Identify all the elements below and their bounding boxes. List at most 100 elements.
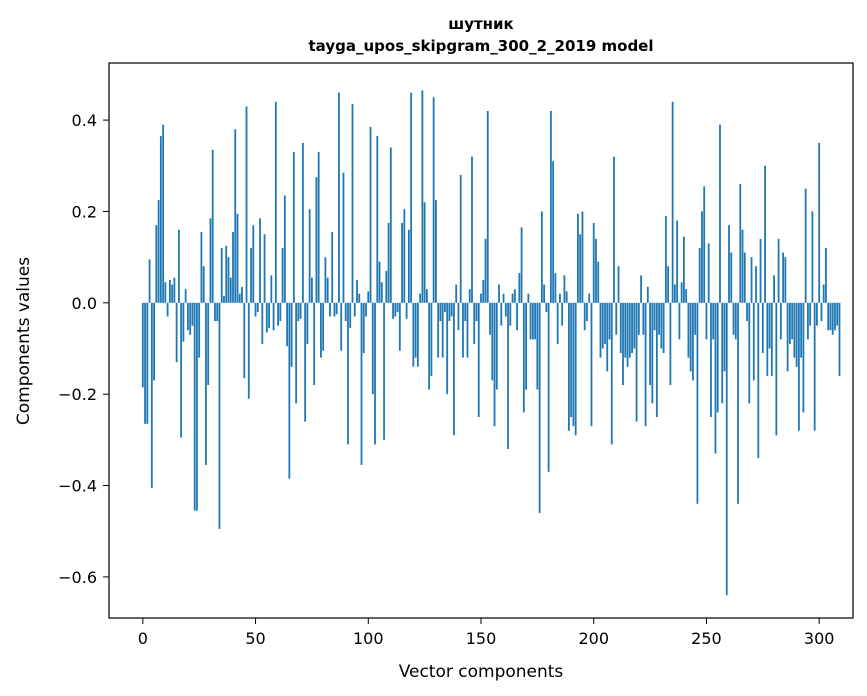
bar bbox=[655, 302, 658, 418]
bar bbox=[216, 302, 219, 322]
bar bbox=[459, 174, 462, 303]
bar bbox=[495, 302, 498, 390]
bar bbox=[347, 302, 349, 445]
bar bbox=[606, 302, 609, 372]
bar bbox=[737, 302, 739, 504]
bar bbox=[338, 92, 340, 303]
bar bbox=[333, 302, 336, 317]
bar bbox=[538, 302, 541, 513]
bar bbox=[259, 218, 261, 303]
bar bbox=[818, 142, 821, 303]
bar bbox=[486, 110, 489, 303]
bar bbox=[360, 302, 363, 465]
bar bbox=[441, 302, 444, 358]
bar bbox=[622, 302, 624, 386]
bar bbox=[272, 302, 275, 331]
bar bbox=[770, 302, 773, 376]
x-tick-label: 100 bbox=[353, 629, 384, 648]
bar bbox=[211, 149, 214, 303]
x-tick-label: 200 bbox=[578, 629, 609, 648]
bar bbox=[653, 302, 656, 331]
bar bbox=[200, 232, 203, 303]
bar bbox=[807, 302, 809, 340]
bar bbox=[834, 302, 836, 331]
bar bbox=[407, 229, 410, 303]
bar bbox=[189, 302, 192, 335]
bar bbox=[705, 302, 708, 340]
bar bbox=[743, 252, 746, 303]
bar bbox=[554, 273, 557, 303]
bar bbox=[631, 302, 633, 354]
bar bbox=[164, 282, 167, 303]
bar bbox=[414, 302, 417, 358]
bar bbox=[423, 202, 426, 303]
bar bbox=[383, 302, 385, 440]
bar bbox=[608, 302, 611, 340]
bar bbox=[658, 302, 661, 335]
bar bbox=[694, 302, 697, 335]
bar bbox=[545, 302, 548, 312]
bar bbox=[439, 302, 442, 322]
bar bbox=[455, 284, 458, 303]
bar bbox=[825, 248, 827, 303]
bar bbox=[141, 302, 144, 388]
bar bbox=[342, 172, 345, 303]
bar bbox=[507, 302, 509, 449]
y-tick-label: 0.0 bbox=[72, 294, 97, 313]
bar bbox=[349, 302, 352, 328]
bar bbox=[301, 142, 304, 303]
bar bbox=[277, 302, 279, 326]
x-tick-label: 0 bbox=[138, 629, 148, 648]
bar bbox=[331, 232, 334, 303]
bar bbox=[687, 302, 690, 358]
bar bbox=[256, 302, 259, 312]
bar bbox=[155, 225, 158, 303]
bar bbox=[450, 302, 453, 317]
bar bbox=[378, 261, 381, 303]
bar bbox=[734, 302, 737, 340]
bar bbox=[811, 211, 814, 303]
bar bbox=[356, 279, 358, 303]
bar bbox=[563, 275, 566, 303]
bar bbox=[764, 165, 766, 303]
bar bbox=[520, 227, 523, 303]
bar bbox=[432, 97, 435, 303]
bar bbox=[723, 302, 726, 372]
bar bbox=[692, 302, 694, 381]
bar bbox=[755, 266, 757, 303]
bar bbox=[403, 209, 406, 303]
bar bbox=[504, 302, 507, 317]
y-tick-label: −0.2 bbox=[58, 385, 97, 404]
bar bbox=[525, 302, 527, 390]
bar bbox=[389, 147, 392, 303]
bar bbox=[601, 302, 604, 349]
bar bbox=[254, 302, 257, 317]
bar bbox=[268, 302, 270, 328]
bar bbox=[592, 222, 595, 303]
bar bbox=[683, 236, 685, 303]
bar bbox=[317, 152, 320, 303]
bar bbox=[626, 302, 629, 367]
bar bbox=[644, 302, 647, 427]
bar bbox=[232, 232, 234, 303]
bar bbox=[660, 302, 663, 349]
bar bbox=[335, 302, 338, 315]
bar bbox=[797, 302, 800, 431]
bar bbox=[813, 302, 816, 431]
bar bbox=[651, 302, 654, 404]
bar bbox=[664, 216, 667, 303]
bar bbox=[777, 238, 780, 303]
bar bbox=[491, 302, 494, 381]
bar bbox=[380, 282, 383, 303]
bar bbox=[468, 289, 471, 303]
bar bbox=[574, 302, 577, 436]
bar bbox=[604, 302, 606, 344]
bar bbox=[234, 129, 237, 303]
bar bbox=[148, 259, 151, 303]
bar bbox=[473, 302, 476, 344]
bar bbox=[795, 302, 798, 367]
bar bbox=[829, 302, 832, 331]
bar bbox=[667, 266, 670, 303]
bar bbox=[405, 302, 408, 319]
bar bbox=[707, 243, 710, 303]
